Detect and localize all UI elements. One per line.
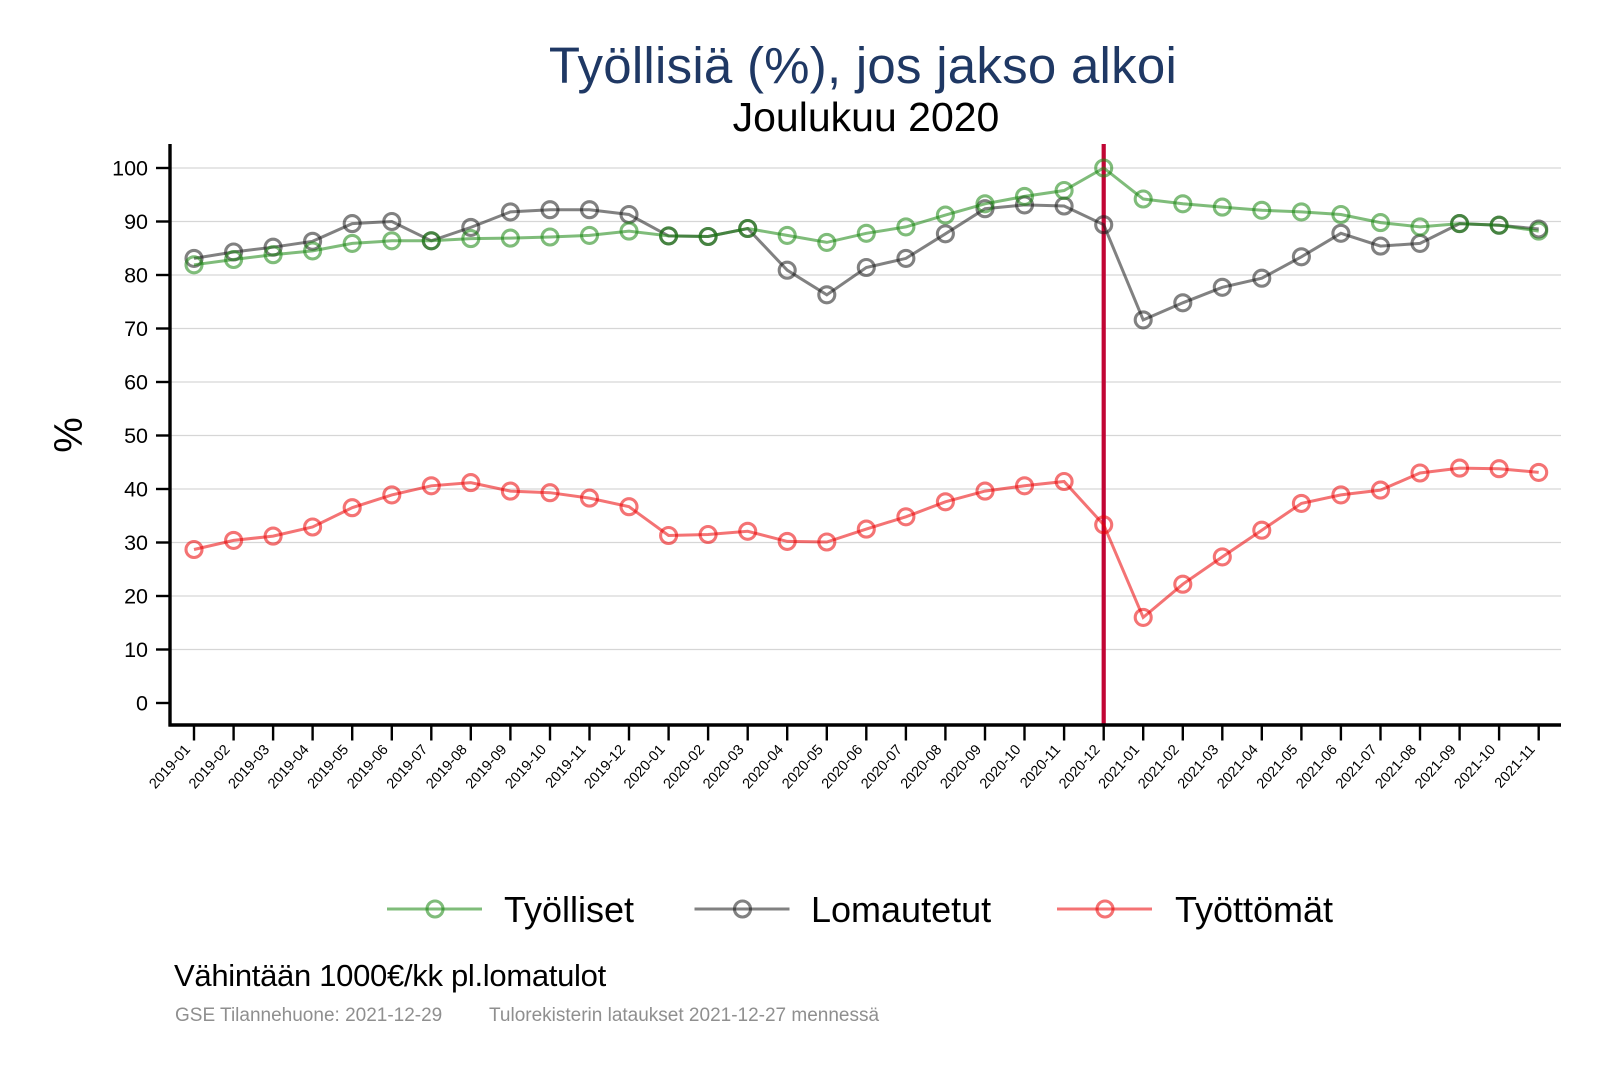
svg-text:70: 70 — [124, 317, 148, 341]
svg-text:60: 60 — [124, 371, 148, 395]
svg-text:0: 0 — [136, 692, 148, 716]
svg-text:Työttömät: Työttömät — [1175, 889, 1333, 930]
svg-text:Tulorekisterin lataukset 2021-: Tulorekisterin lataukset 2021-12-27 menn… — [489, 1005, 879, 1026]
svg-text:90: 90 — [124, 210, 148, 234]
svg-text:80: 80 — [124, 264, 148, 288]
svg-text:Vähintään 1000€/kk pl.lomatulo: Vähintään 1000€/kk pl.lomatulot — [174, 958, 607, 993]
svg-text:%: % — [47, 417, 91, 453]
svg-text:Työlliset: Työlliset — [504, 889, 634, 930]
svg-text:20: 20 — [124, 585, 148, 609]
svg-text:100: 100 — [112, 157, 148, 181]
svg-text:30: 30 — [124, 531, 148, 555]
svg-text:Joulukuu 2020: Joulukuu 2020 — [733, 94, 1000, 140]
svg-text:10: 10 — [124, 638, 148, 662]
svg-text:50: 50 — [124, 424, 148, 448]
svg-text:Lomautetut: Lomautetut — [811, 889, 991, 930]
svg-text:Työllisiä (%), jos jakso alkoi: Työllisiä (%), jos jakso alkoi — [549, 37, 1177, 94]
svg-text:GSE Tilannehuone: 2021-12-29: GSE Tilannehuone: 2021-12-29 — [175, 1005, 442, 1026]
svg-text:40: 40 — [124, 478, 148, 502]
